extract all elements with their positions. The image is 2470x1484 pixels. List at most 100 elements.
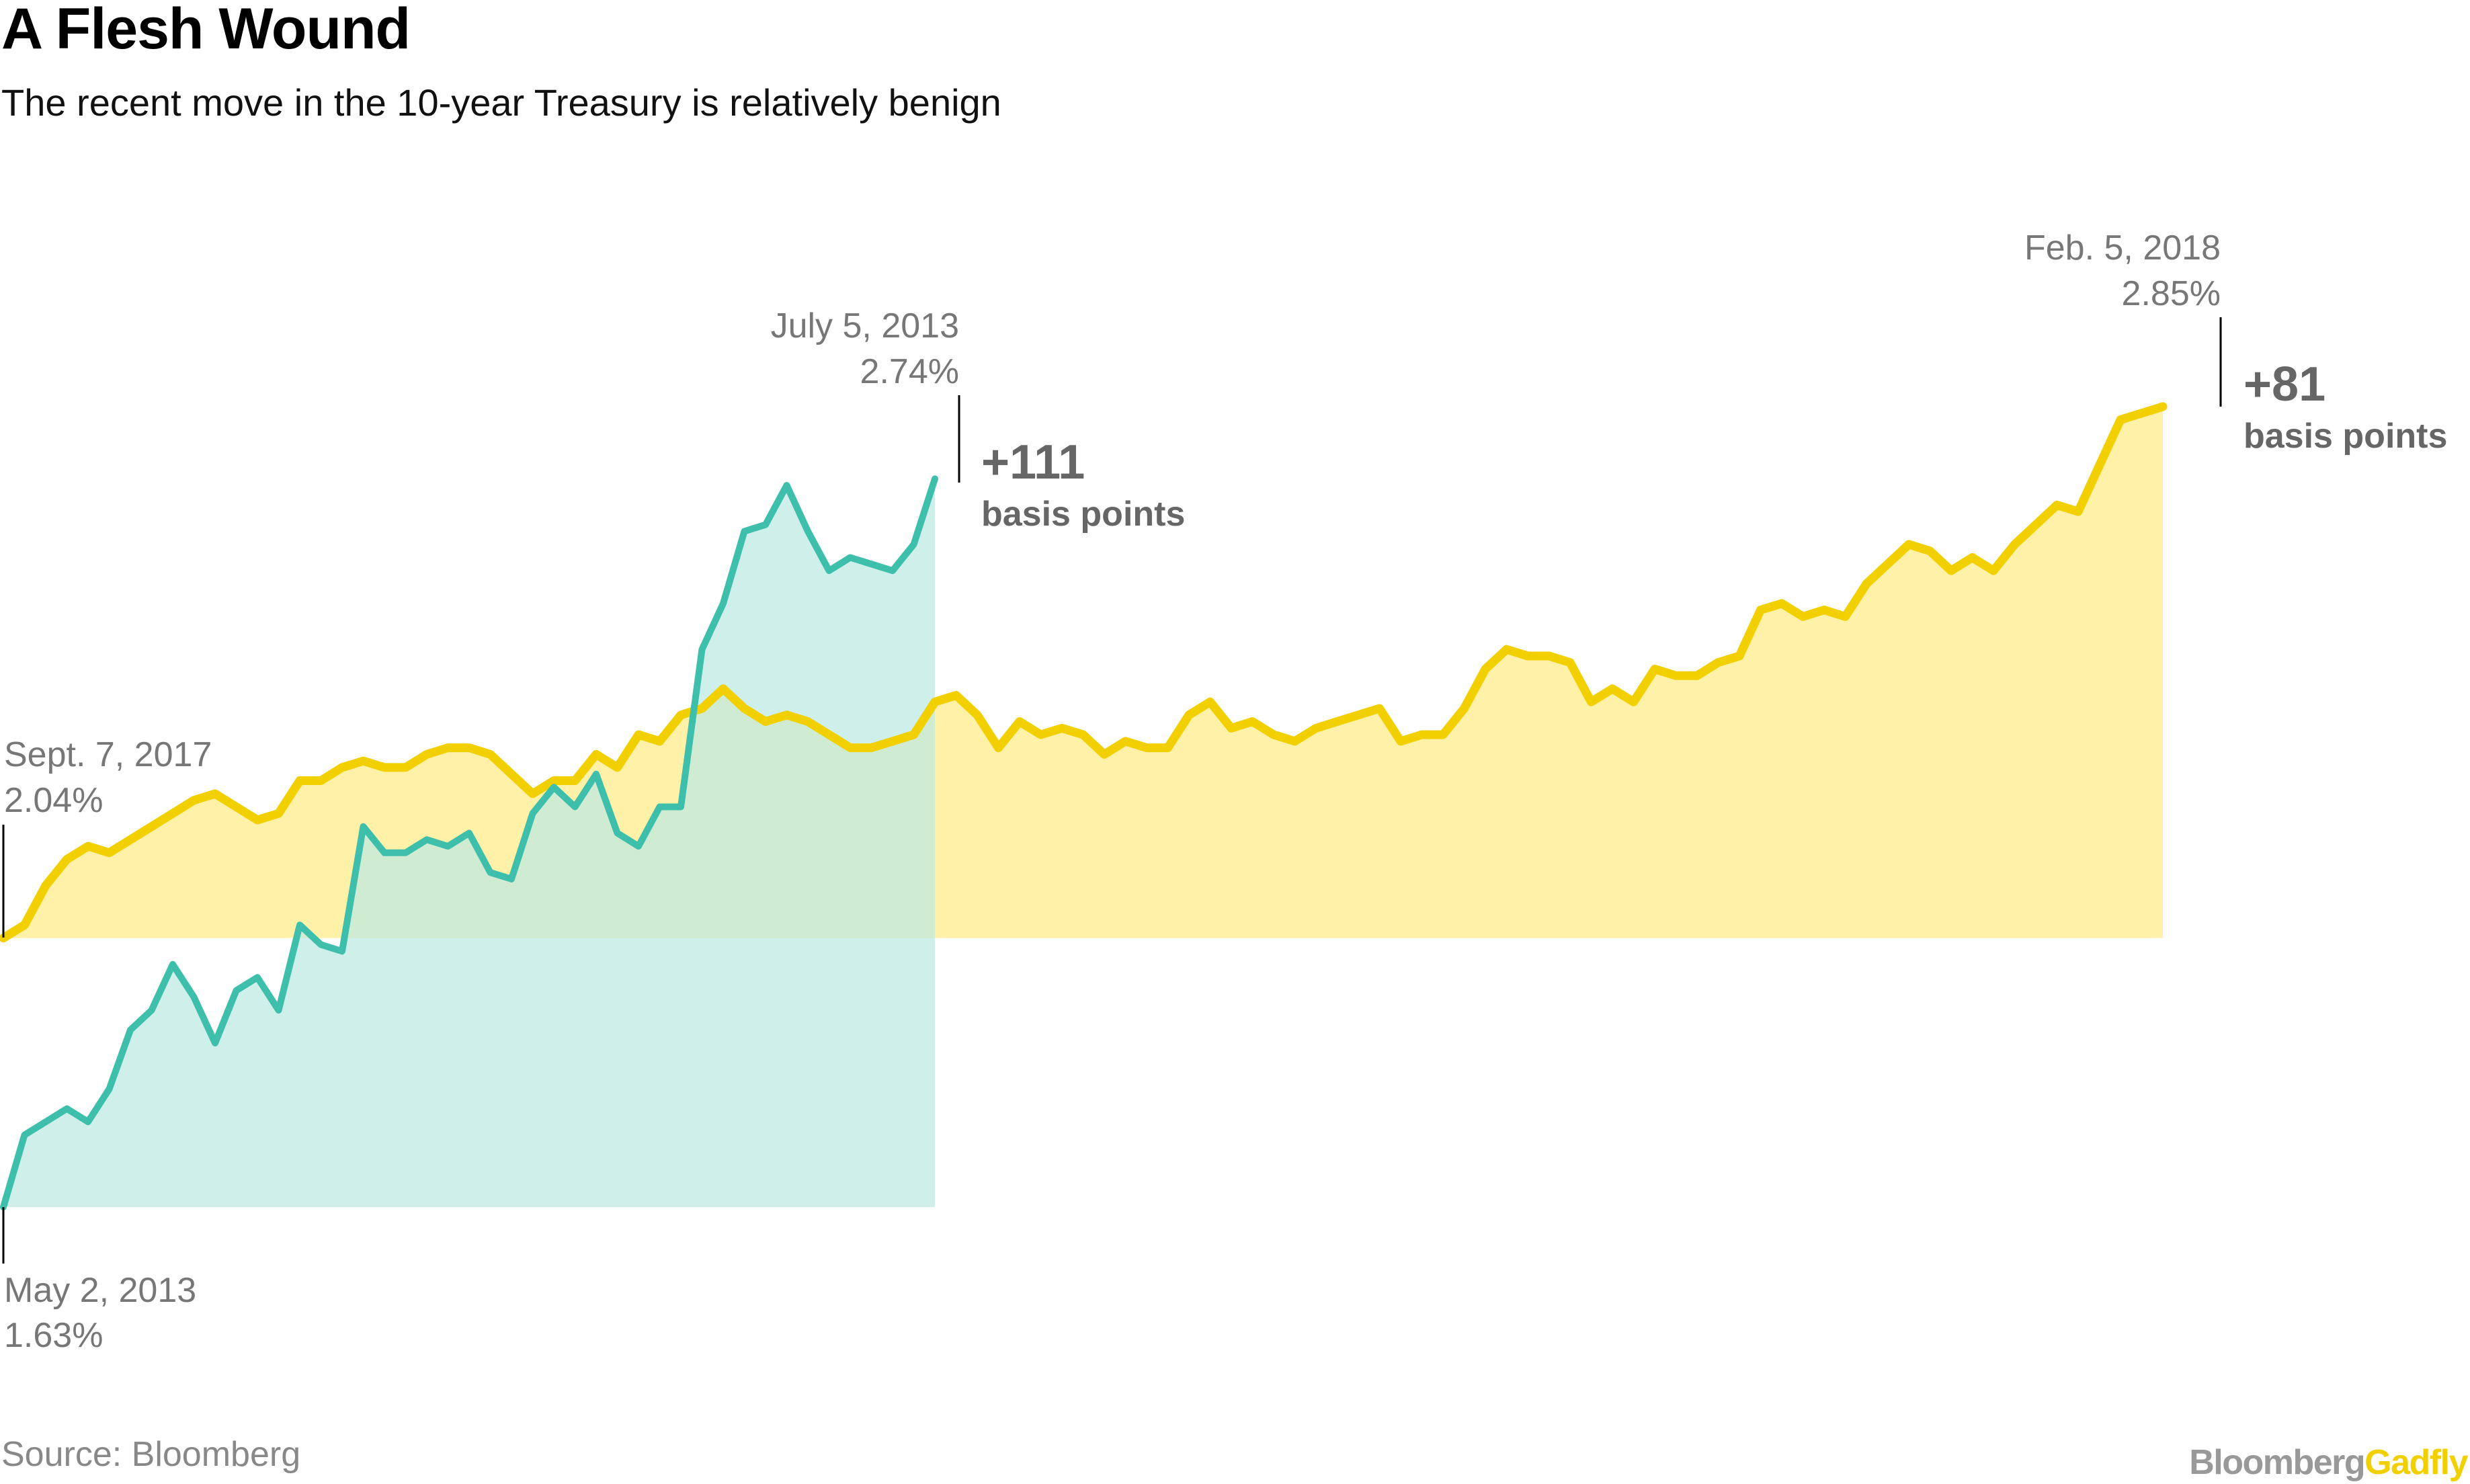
series-2017-point-12 (257, 819, 258, 821)
series-2017-point-10 (214, 793, 216, 794)
series-2017-point-47 (998, 747, 999, 749)
series-2017-point-29 (617, 767, 618, 768)
brand-primary: Bloomberg (2189, 1443, 2365, 1482)
series-2013-point-4 (87, 1121, 89, 1122)
series-2017-point-54 (1146, 747, 1147, 749)
series-2017-point-100 (2120, 419, 2121, 421)
series-2013-point-29 (617, 833, 618, 834)
change-2013-value: +111 (981, 436, 1085, 489)
series-2013-point-43 (913, 544, 915, 545)
series-2013-point-23 (490, 872, 491, 873)
series-2013-point-33 (702, 649, 703, 650)
series-2017-point-66 (1400, 741, 1401, 742)
series-2013-point-10 (214, 1042, 216, 1044)
series-2017-point-24 (511, 774, 512, 775)
series-2017-point-53 (1125, 741, 1126, 742)
series-2017-point-88 (1866, 583, 1867, 585)
series-2017-point-4 (87, 846, 89, 847)
series-2013-point-13 (278, 1009, 280, 1011)
series-2017-point-15 (321, 780, 322, 782)
series-2017-point-50 (1061, 727, 1063, 729)
series-2017-point-31 (659, 741, 661, 742)
series-2017-point-57 (1210, 701, 1211, 702)
series-2017-point-91 (1930, 550, 1931, 552)
series-2017-point-19 (405, 767, 407, 768)
series-2017-point-42 (892, 741, 893, 742)
series-2013-point-24 (511, 878, 512, 880)
series-2017-point-46 (977, 714, 978, 716)
series-2017-point-72 (1527, 655, 1528, 657)
series-2017-point-51 (1083, 734, 1084, 735)
feb-2018-end-value: 2.85% (2122, 274, 2221, 313)
series-2017-point-60 (1273, 734, 1274, 735)
change-2018-unit: basis points (2243, 417, 2447, 456)
series-2013-point-30 (638, 846, 639, 847)
series-2017-point-9 (194, 800, 195, 801)
series-2017-point-21 (448, 747, 449, 749)
series-2017-point-25 (532, 793, 534, 794)
series-2017-point-92 (1950, 570, 1952, 571)
series-2017-point-8 (172, 813, 173, 814)
series-2017-point-81 (1718, 662, 1719, 663)
series-2017-point-96 (2035, 524, 2036, 526)
series-2017-point-48 (1019, 721, 1020, 723)
july-2013-end-date: July 5, 2013 (771, 306, 959, 345)
series-2017-point-16 (341, 767, 343, 768)
series-2013-point-14 (299, 924, 300, 925)
series-2013-point-16 (341, 950, 343, 952)
series-2017-point-65 (1379, 708, 1381, 709)
july-2013-end-value: 2.74% (860, 352, 959, 391)
series-2017-point-3 (67, 859, 68, 860)
series-2017-point-101 (2141, 413, 2143, 414)
series-2013-point-37 (786, 485, 788, 486)
series-2017-point-76 (1612, 688, 1613, 690)
may-2013-start-value: 1.63% (4, 1316, 103, 1355)
series-2017-point-34 (723, 688, 724, 690)
series-2017-point-35 (744, 708, 745, 709)
series-2013-point-28 (595, 774, 597, 775)
series-2017-point-74 (1569, 662, 1571, 663)
series-2017-point-85 (1803, 616, 1804, 617)
series-2017-point-49 (1040, 734, 1042, 735)
series-2017-point-14 (299, 780, 300, 782)
series-2017-point-5 (109, 852, 110, 854)
series-2013-point-21 (448, 846, 449, 847)
series-2017-point-79 (1676, 675, 1677, 676)
series-2017-point-94 (1993, 570, 1994, 571)
series-2017-point-7 (151, 826, 153, 827)
series-2017-point-77 (1633, 701, 1635, 702)
series-2017-point-40 (850, 747, 851, 749)
brand-accent: Gadfly (2364, 1443, 2468, 1482)
series-2017-point-80 (1696, 675, 1698, 676)
series-2013-point-20 (426, 839, 427, 840)
chart-subtitle: The recent move in the 10-year Treasury … (1, 81, 1001, 124)
sept-2017-start-date: Sept. 7, 2017 (4, 735, 212, 774)
series-2017-point-59 (1252, 721, 1253, 723)
source-note: Source: Bloomberg (1, 1435, 301, 1474)
series-2017-line (0, 402, 2168, 943)
series-2013-point-11 (236, 990, 237, 991)
series-2013-point-18 (384, 852, 385, 854)
series-2013-point-7 (151, 1009, 153, 1011)
series-2013-point-12 (257, 977, 258, 978)
series-2013-point-25 (532, 813, 534, 814)
series-2013-point-15 (321, 944, 322, 946)
series-2017-point-99 (2099, 465, 2100, 466)
series-2017-point-84 (1781, 603, 1782, 604)
series-2017-point-30 (638, 734, 639, 735)
series-2017-point-27 (575, 780, 576, 782)
change-2018-value: +81 (2243, 358, 2325, 411)
series-2017-point-62 (1315, 727, 1317, 729)
series-2013-point-36 (765, 524, 766, 526)
annotations: Sept. 7, 2017 2.04% May 2, 2013 1.63% Ju… (2, 229, 2447, 1355)
series-2017-point-83 (1760, 610, 1762, 611)
series-2017-point-1 (24, 924, 26, 925)
series-2017-point-18 (384, 767, 385, 768)
series-2017-point-43 (913, 734, 915, 735)
series-2017-point-39 (829, 734, 830, 735)
series-2013-point-34 (723, 603, 724, 604)
series-2013-point-38 (807, 531, 809, 532)
series-2017-point-69 (1464, 708, 1465, 709)
series-2017-point-6 (130, 839, 131, 840)
